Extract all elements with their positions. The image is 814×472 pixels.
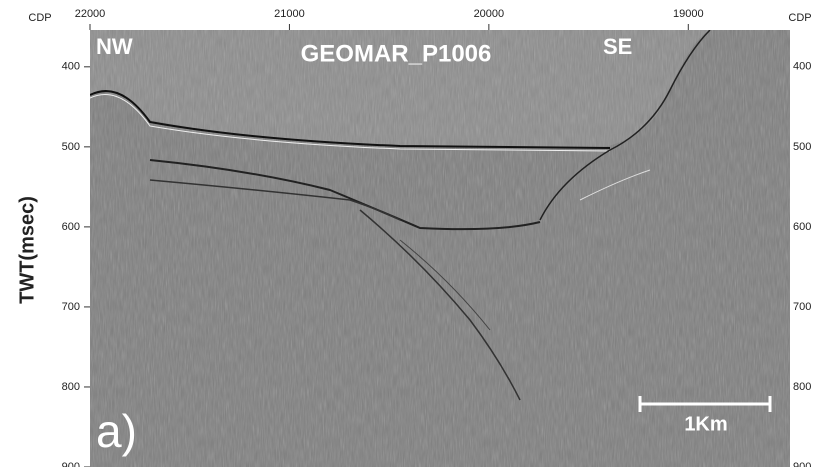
y-tick-label: 700 — [793, 301, 811, 313]
seismic-section — [90, 30, 790, 467]
direction-right: SE — [603, 34, 632, 59]
y-tick-label: 600 — [793, 221, 811, 233]
scale-bar-label: 1Km — [684, 413, 727, 435]
page: {"figure": { "title": "GEOMAR_P1006", "l… — [0, 0, 814, 467]
y-axis-label: TWT(msec) — [16, 196, 38, 304]
y-tick-label: 600 — [62, 221, 80, 233]
y-tick-label: 400 — [793, 61, 811, 73]
x-axis-label-left: CDP — [28, 12, 51, 24]
section-title: GEOMAR_P1006 — [301, 40, 492, 67]
y-tick-label: 900 — [62, 461, 80, 467]
x-tick-label: 19000 — [673, 8, 704, 20]
x-tick-label: 22000 — [75, 8, 106, 20]
x-tick-label: 20000 — [474, 8, 505, 20]
y-tick-label: 800 — [793, 381, 811, 393]
y-tick-label: 900 — [793, 461, 811, 467]
panel-label: a) — [96, 405, 137, 457]
y-tick-label: 700 — [62, 301, 80, 313]
direction-left: NW — [96, 34, 133, 59]
figure: NW SE GEOMAR_P1006 a) 1Km CDP CDP TWT(ms… — [0, 0, 814, 467]
y-tick-label: 400 — [62, 61, 80, 73]
x-tick-label: 21000 — [274, 8, 305, 20]
y-tick-label: 500 — [62, 141, 80, 153]
y-tick-label: 500 — [793, 141, 811, 153]
y-tick-label: 800 — [62, 381, 80, 393]
x-axis-label-right: CDP — [788, 12, 811, 24]
